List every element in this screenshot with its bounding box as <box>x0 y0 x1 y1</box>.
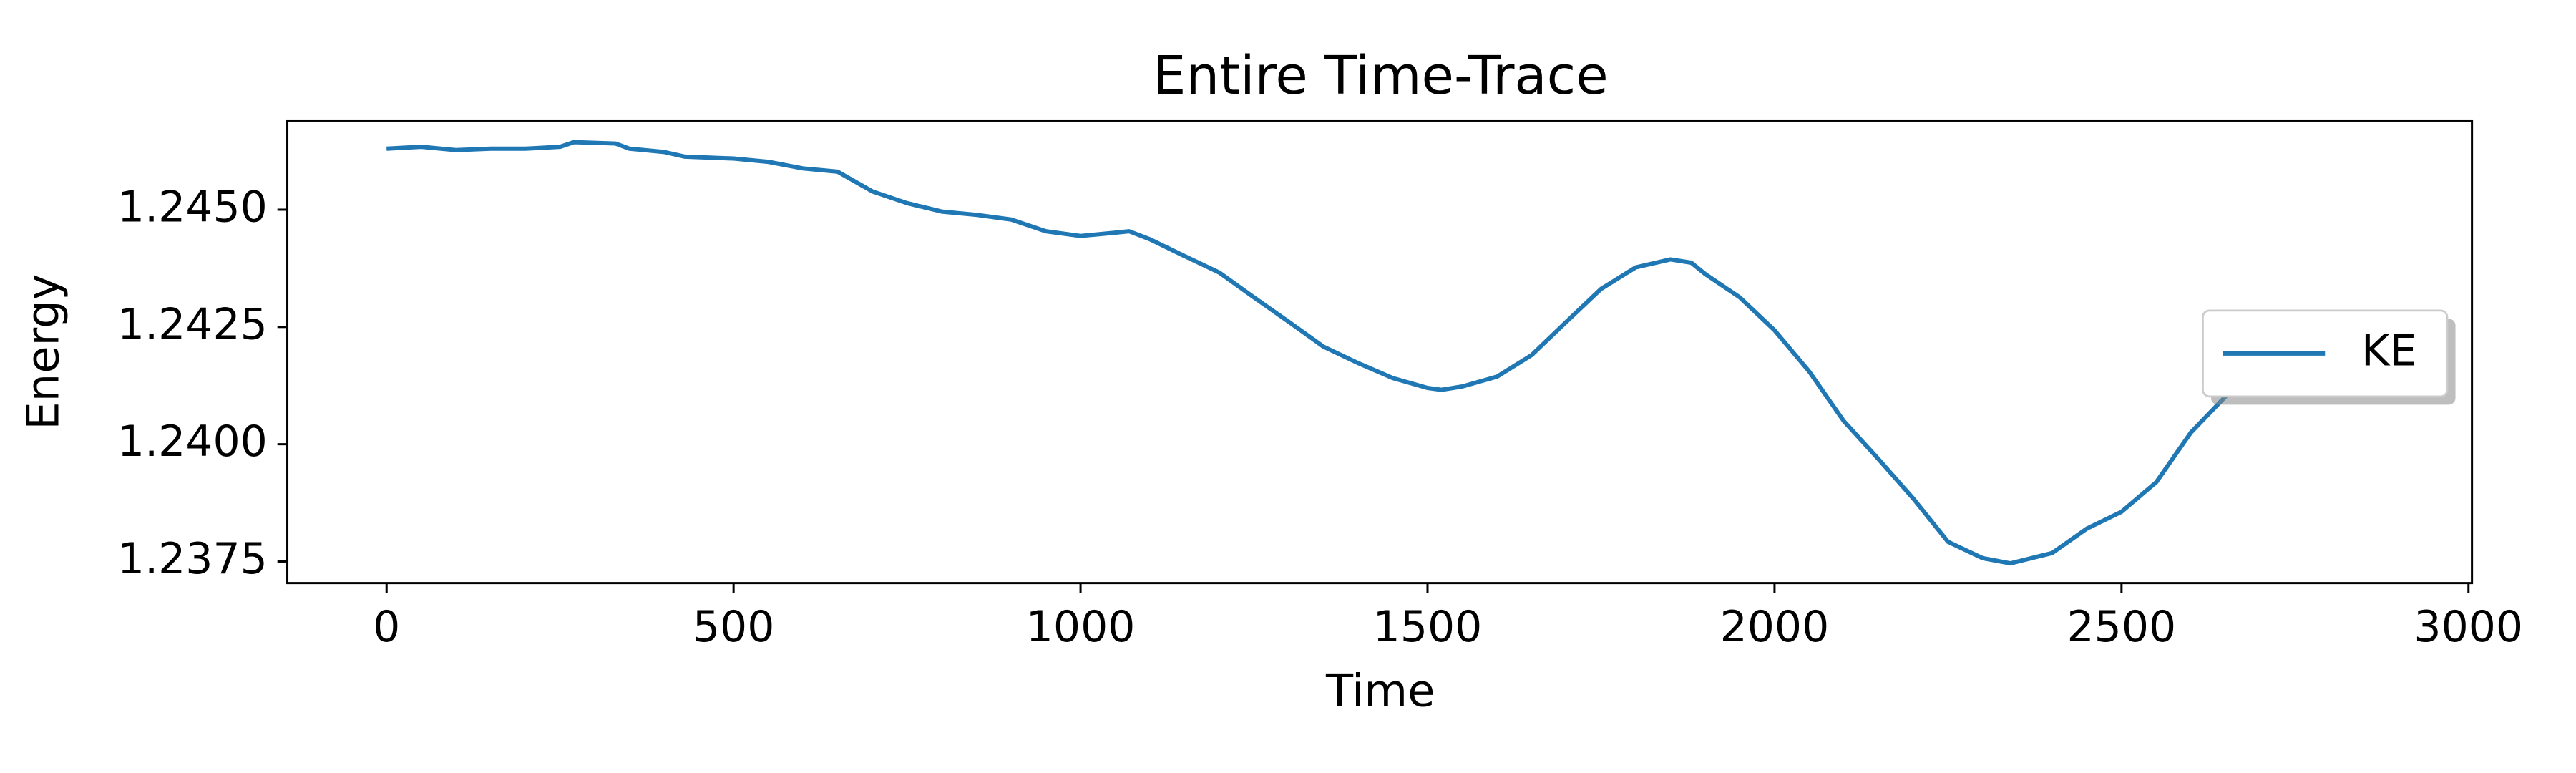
y-tick-label: 1.2400 <box>117 417 268 467</box>
legend-label: KE <box>2361 326 2416 376</box>
x-tick-label: 3000 <box>2414 602 2523 652</box>
x-tick-label: 2000 <box>1720 602 1830 652</box>
x-axis-label: Time <box>1325 664 1435 716</box>
x-tick-label: 500 <box>693 602 775 652</box>
data-line <box>386 140 2372 566</box>
plot-frame <box>286 119 2474 585</box>
chart-title: Entire Time-Trace <box>1153 45 1609 107</box>
x-tick-label: 1500 <box>1373 602 1483 652</box>
y-tick-label: 1.2450 <box>117 183 268 233</box>
y-axis-label: Energy <box>17 273 69 429</box>
y-tick-label: 1.2375 <box>117 534 268 584</box>
y-tick-label: 1.2425 <box>117 299 268 349</box>
x-tick-label: 1000 <box>1026 602 1136 652</box>
x-tick-label: 0 <box>373 602 400 652</box>
x-tick-label: 2500 <box>2067 602 2176 652</box>
